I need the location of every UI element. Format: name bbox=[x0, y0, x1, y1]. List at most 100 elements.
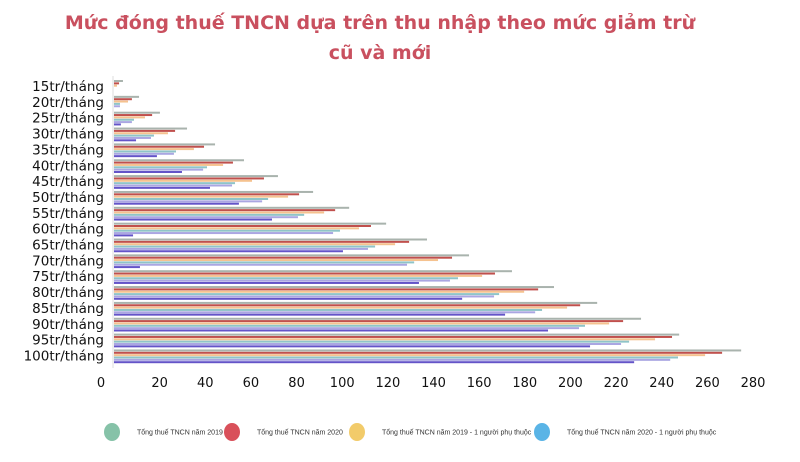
bar bbox=[114, 168, 204, 171]
bar bbox=[114, 200, 263, 203]
bar bbox=[114, 202, 239, 205]
bar bbox=[114, 145, 205, 148]
bar bbox=[114, 356, 679, 359]
bar bbox=[114, 95, 140, 98]
bar bbox=[114, 290, 525, 293]
bar bbox=[114, 288, 539, 291]
category-label: 45tr/tháng bbox=[32, 174, 104, 190]
x-tick-label: 280 bbox=[741, 376, 766, 391]
bar bbox=[114, 270, 512, 273]
bar bbox=[114, 234, 134, 237]
bar bbox=[114, 266, 140, 269]
bar bbox=[114, 148, 194, 151]
bar bbox=[114, 279, 450, 282]
bar bbox=[114, 229, 340, 232]
category-label: 25tr/tháng bbox=[32, 111, 104, 127]
bar bbox=[114, 227, 360, 230]
bar bbox=[114, 293, 500, 296]
bar bbox=[114, 80, 123, 82]
bar bbox=[114, 295, 495, 298]
x-tick-label: 0 bbox=[97, 376, 105, 391]
category-label: 40tr/tháng bbox=[32, 158, 104, 174]
x-tick-label: 240 bbox=[649, 376, 674, 391]
category-label: 70tr/tháng bbox=[32, 253, 104, 269]
category-label: 90tr/tháng bbox=[32, 317, 104, 333]
bar bbox=[114, 317, 642, 320]
bar bbox=[114, 166, 208, 169]
x-tick-label: 40 bbox=[197, 376, 214, 391]
category-label: 75tr/tháng bbox=[32, 269, 104, 285]
bar bbox=[114, 206, 350, 209]
bar bbox=[114, 297, 463, 300]
x-tick-label: 120 bbox=[375, 376, 400, 391]
legend-label: Tổng thuế TNCN năm 2019 - 1 người phụ th… bbox=[382, 428, 532, 437]
bar bbox=[114, 179, 253, 182]
bar bbox=[114, 143, 216, 146]
bar bbox=[114, 129, 176, 132]
bar bbox=[114, 238, 428, 241]
x-tick-label: 200 bbox=[558, 376, 583, 391]
bar bbox=[114, 171, 182, 173]
bar bbox=[114, 335, 673, 338]
bar bbox=[114, 161, 233, 164]
category-label: 85tr/tháng bbox=[32, 301, 104, 317]
bar bbox=[114, 313, 506, 316]
x-tick-label: 140 bbox=[421, 376, 446, 391]
bar bbox=[114, 82, 120, 85]
bar bbox=[114, 349, 742, 352]
bar bbox=[114, 84, 117, 87]
bar bbox=[114, 102, 120, 105]
x-tick-label: 220 bbox=[604, 376, 629, 391]
legend-marker bbox=[534, 423, 550, 441]
bar bbox=[114, 127, 188, 130]
category-label: 95tr/tháng bbox=[32, 333, 104, 349]
bar bbox=[114, 159, 244, 162]
bar bbox=[114, 232, 334, 235]
bar bbox=[114, 256, 453, 259]
category-label: 30tr/tháng bbox=[32, 127, 104, 143]
bar bbox=[114, 222, 387, 225]
bar bbox=[114, 274, 483, 277]
chart-title: Mức đóng thuế TNCN dựa trên thu nhập the… bbox=[64, 12, 696, 64]
bar bbox=[114, 361, 635, 364]
x-tick-label: 260 bbox=[695, 376, 720, 391]
legend-label: Tổng thuế TNCN năm 2020 bbox=[257, 428, 343, 437]
bar bbox=[114, 343, 622, 345]
x-tick-label: 160 bbox=[467, 376, 492, 391]
bar bbox=[114, 354, 706, 357]
bar bbox=[114, 338, 656, 341]
bar bbox=[114, 304, 581, 307]
bar bbox=[114, 182, 236, 185]
legend-label: Tổng thuế TNCN năm 2020 - 1 người phụ th… bbox=[567, 428, 717, 437]
bar bbox=[114, 272, 495, 275]
bar bbox=[114, 306, 568, 309]
bar bbox=[114, 100, 129, 103]
category-label: 60tr/tháng bbox=[32, 222, 104, 238]
bar bbox=[114, 105, 120, 108]
x-tick-label: 100 bbox=[330, 376, 355, 391]
bar bbox=[114, 259, 439, 262]
bar bbox=[114, 254, 470, 257]
bar bbox=[114, 225, 371, 227]
legend-marker bbox=[104, 423, 120, 441]
bar bbox=[114, 136, 151, 139]
bar bbox=[114, 286, 554, 289]
x-tick-label: 60 bbox=[243, 376, 260, 391]
bar bbox=[114, 193, 300, 196]
bar bbox=[114, 163, 224, 166]
bar bbox=[114, 211, 325, 214]
bar bbox=[114, 263, 408, 266]
bar bbox=[114, 216, 298, 219]
category-label: 100tr/tháng bbox=[24, 348, 104, 364]
bar bbox=[114, 184, 233, 187]
category-label: 35tr/tháng bbox=[32, 142, 104, 158]
bar bbox=[114, 150, 177, 153]
bar bbox=[114, 98, 132, 101]
category-label: 20tr/tháng bbox=[32, 95, 104, 111]
bar bbox=[114, 218, 272, 221]
bar bbox=[114, 327, 580, 330]
bar bbox=[114, 250, 343, 253]
legend-marker bbox=[349, 423, 365, 441]
bar bbox=[114, 111, 160, 114]
bar bbox=[114, 301, 598, 304]
